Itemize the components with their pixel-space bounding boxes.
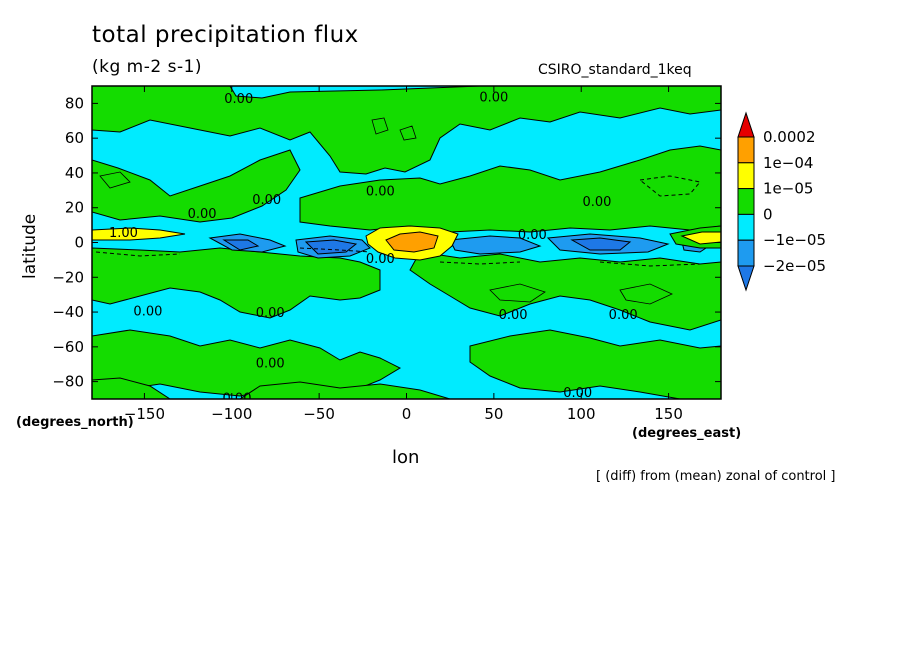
contour-label: 0.00 (366, 184, 395, 199)
contour-label: 1.00 (109, 226, 138, 241)
contour-label: 0.00 (479, 90, 508, 105)
y-tick-label: −80 (52, 373, 84, 391)
y-tick-label: −60 (52, 338, 84, 356)
contour-label: 0.00 (609, 308, 638, 323)
y-tick-label: 40 (65, 164, 84, 182)
y-tick-label: 80 (65, 94, 84, 112)
colorbar-label: 0.0002 (763, 128, 816, 146)
contour-label: 0.00 (582, 195, 611, 210)
x-tick-label: 150 (654, 405, 683, 423)
colorbar-label: 0 (763, 205, 773, 223)
contour-label: 0.00 (188, 207, 217, 222)
contour-label: 0.00 (563, 386, 592, 401)
colorbar-extend-bottom (737, 265, 755, 292)
colorbar-segment (737, 239, 755, 267)
x-units-label: (degrees_east) (632, 426, 742, 441)
contour-labels: 0.00 0.00 0.00 0.00 0.00 0.00 1.00 0.00 0.00 0.00… (109, 90, 638, 406)
colorbar-label: 1e−04 (763, 154, 813, 172)
colorbar-segment (737, 188, 755, 215)
y-tick-label: 0 (74, 234, 84, 252)
plot-area: 0.00 0.00 0.00 0.00 0.00 0.00 1.00 0.00 0.00 0.00… (92, 86, 721, 406)
colorbar-segment (737, 136, 755, 164)
x-tick-label: 0 (402, 405, 412, 423)
x-axis-label: lon (392, 447, 420, 468)
y-tick-label: 60 (65, 129, 84, 147)
colorbar-label: −2e−05 (763, 257, 826, 275)
contour-label: 0.00 (256, 306, 285, 321)
y-tick-label: −40 (52, 303, 84, 321)
x-tick-label: −50 (303, 405, 335, 423)
units-label: (kg m-2 s-1) (92, 57, 203, 77)
colorbar-segment (737, 162, 755, 190)
contour-label: 0.00 (256, 356, 285, 371)
contour-label: 0.00 (223, 391, 252, 406)
contour-label: 0.00 (224, 92, 253, 107)
colorbar-label: −1e−05 (763, 231, 826, 249)
strong-negative-band (222, 237, 632, 255)
colorbar: 0.0002 1e−04 1e−05 0 −1e−05 −2e−05 (737, 111, 826, 292)
y-units-label: (degrees_north) (16, 415, 134, 430)
contour-label: 0.00 (518, 228, 547, 243)
contour-label: 0.00 (252, 193, 281, 208)
contour-label: 0.00 (499, 308, 528, 323)
colorbar-segment (737, 213, 755, 241)
colorbar-label: 1e−05 (763, 180, 813, 198)
chart-title: total precipitation flux (92, 22, 359, 48)
axes: −150 −100 −50 0 50 100 150 80 60 40 20 0 −20 −40 −60 −8… (52, 86, 721, 423)
positive-regions (92, 86, 721, 399)
thin-contours (99, 117, 673, 305)
footnote: [ (diff) from (mean) zonal of control ] (596, 469, 836, 484)
contour-label: 0.00 (366, 252, 395, 267)
colorbar-extend-top (737, 111, 755, 138)
y-tick-label: 20 (65, 199, 84, 217)
x-tick-label: 100 (567, 405, 596, 423)
x-tick-label: −100 (211, 405, 252, 423)
contour-label: 0.00 (133, 304, 162, 319)
x-tick-label: −150 (124, 405, 165, 423)
positive-band (92, 225, 721, 261)
y-tick-label: −20 (52, 268, 84, 286)
model-name: CSIRO_standard_1keq (538, 62, 692, 78)
dashed-contours (95, 175, 701, 267)
x-tick-label: 50 (484, 405, 503, 423)
